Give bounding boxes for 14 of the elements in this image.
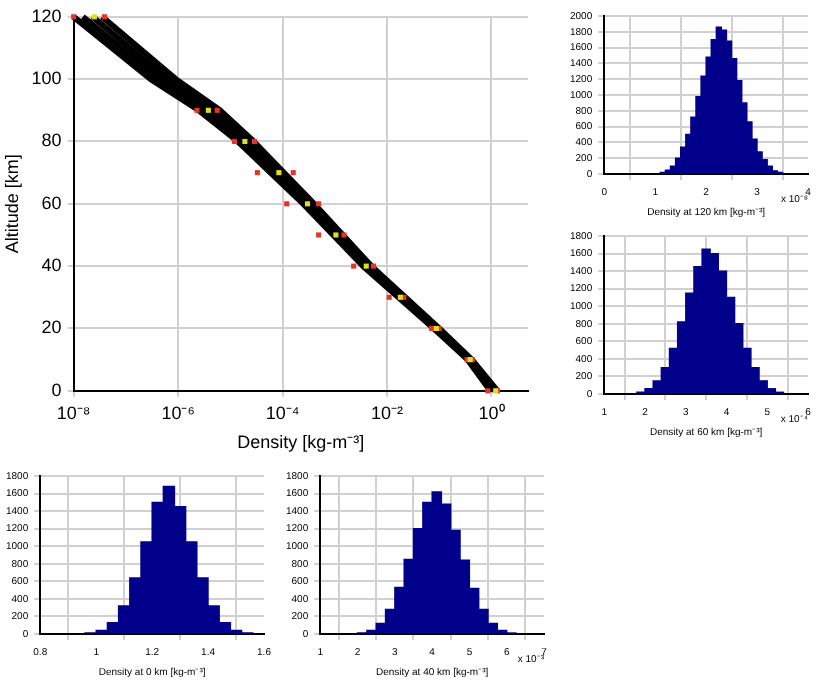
y-tick-label: 20 [41,317,62,338]
x-tick-label: 10⁻⁴ [265,402,300,423]
y-tick-label: 80 [41,130,62,151]
x-tick-label: 10⁻⁸ [56,402,91,423]
x-tick-label: 10⁰ [478,402,505,423]
y-tick-label: 100 [31,68,62,89]
x-tick-label: 10⁻⁶ [161,402,196,423]
y-axis-title: Altitude [km] [1,154,22,254]
y-tick-label: 40 [41,255,62,276]
y-tick-label: 0 [51,379,62,400]
x-tick-label: 10⁻² [371,402,404,423]
y-tick-label: 120 [31,5,62,26]
y-tick-label: 60 [41,192,62,213]
x-axis-title: Density [kg-m⁻³] [237,432,365,453]
